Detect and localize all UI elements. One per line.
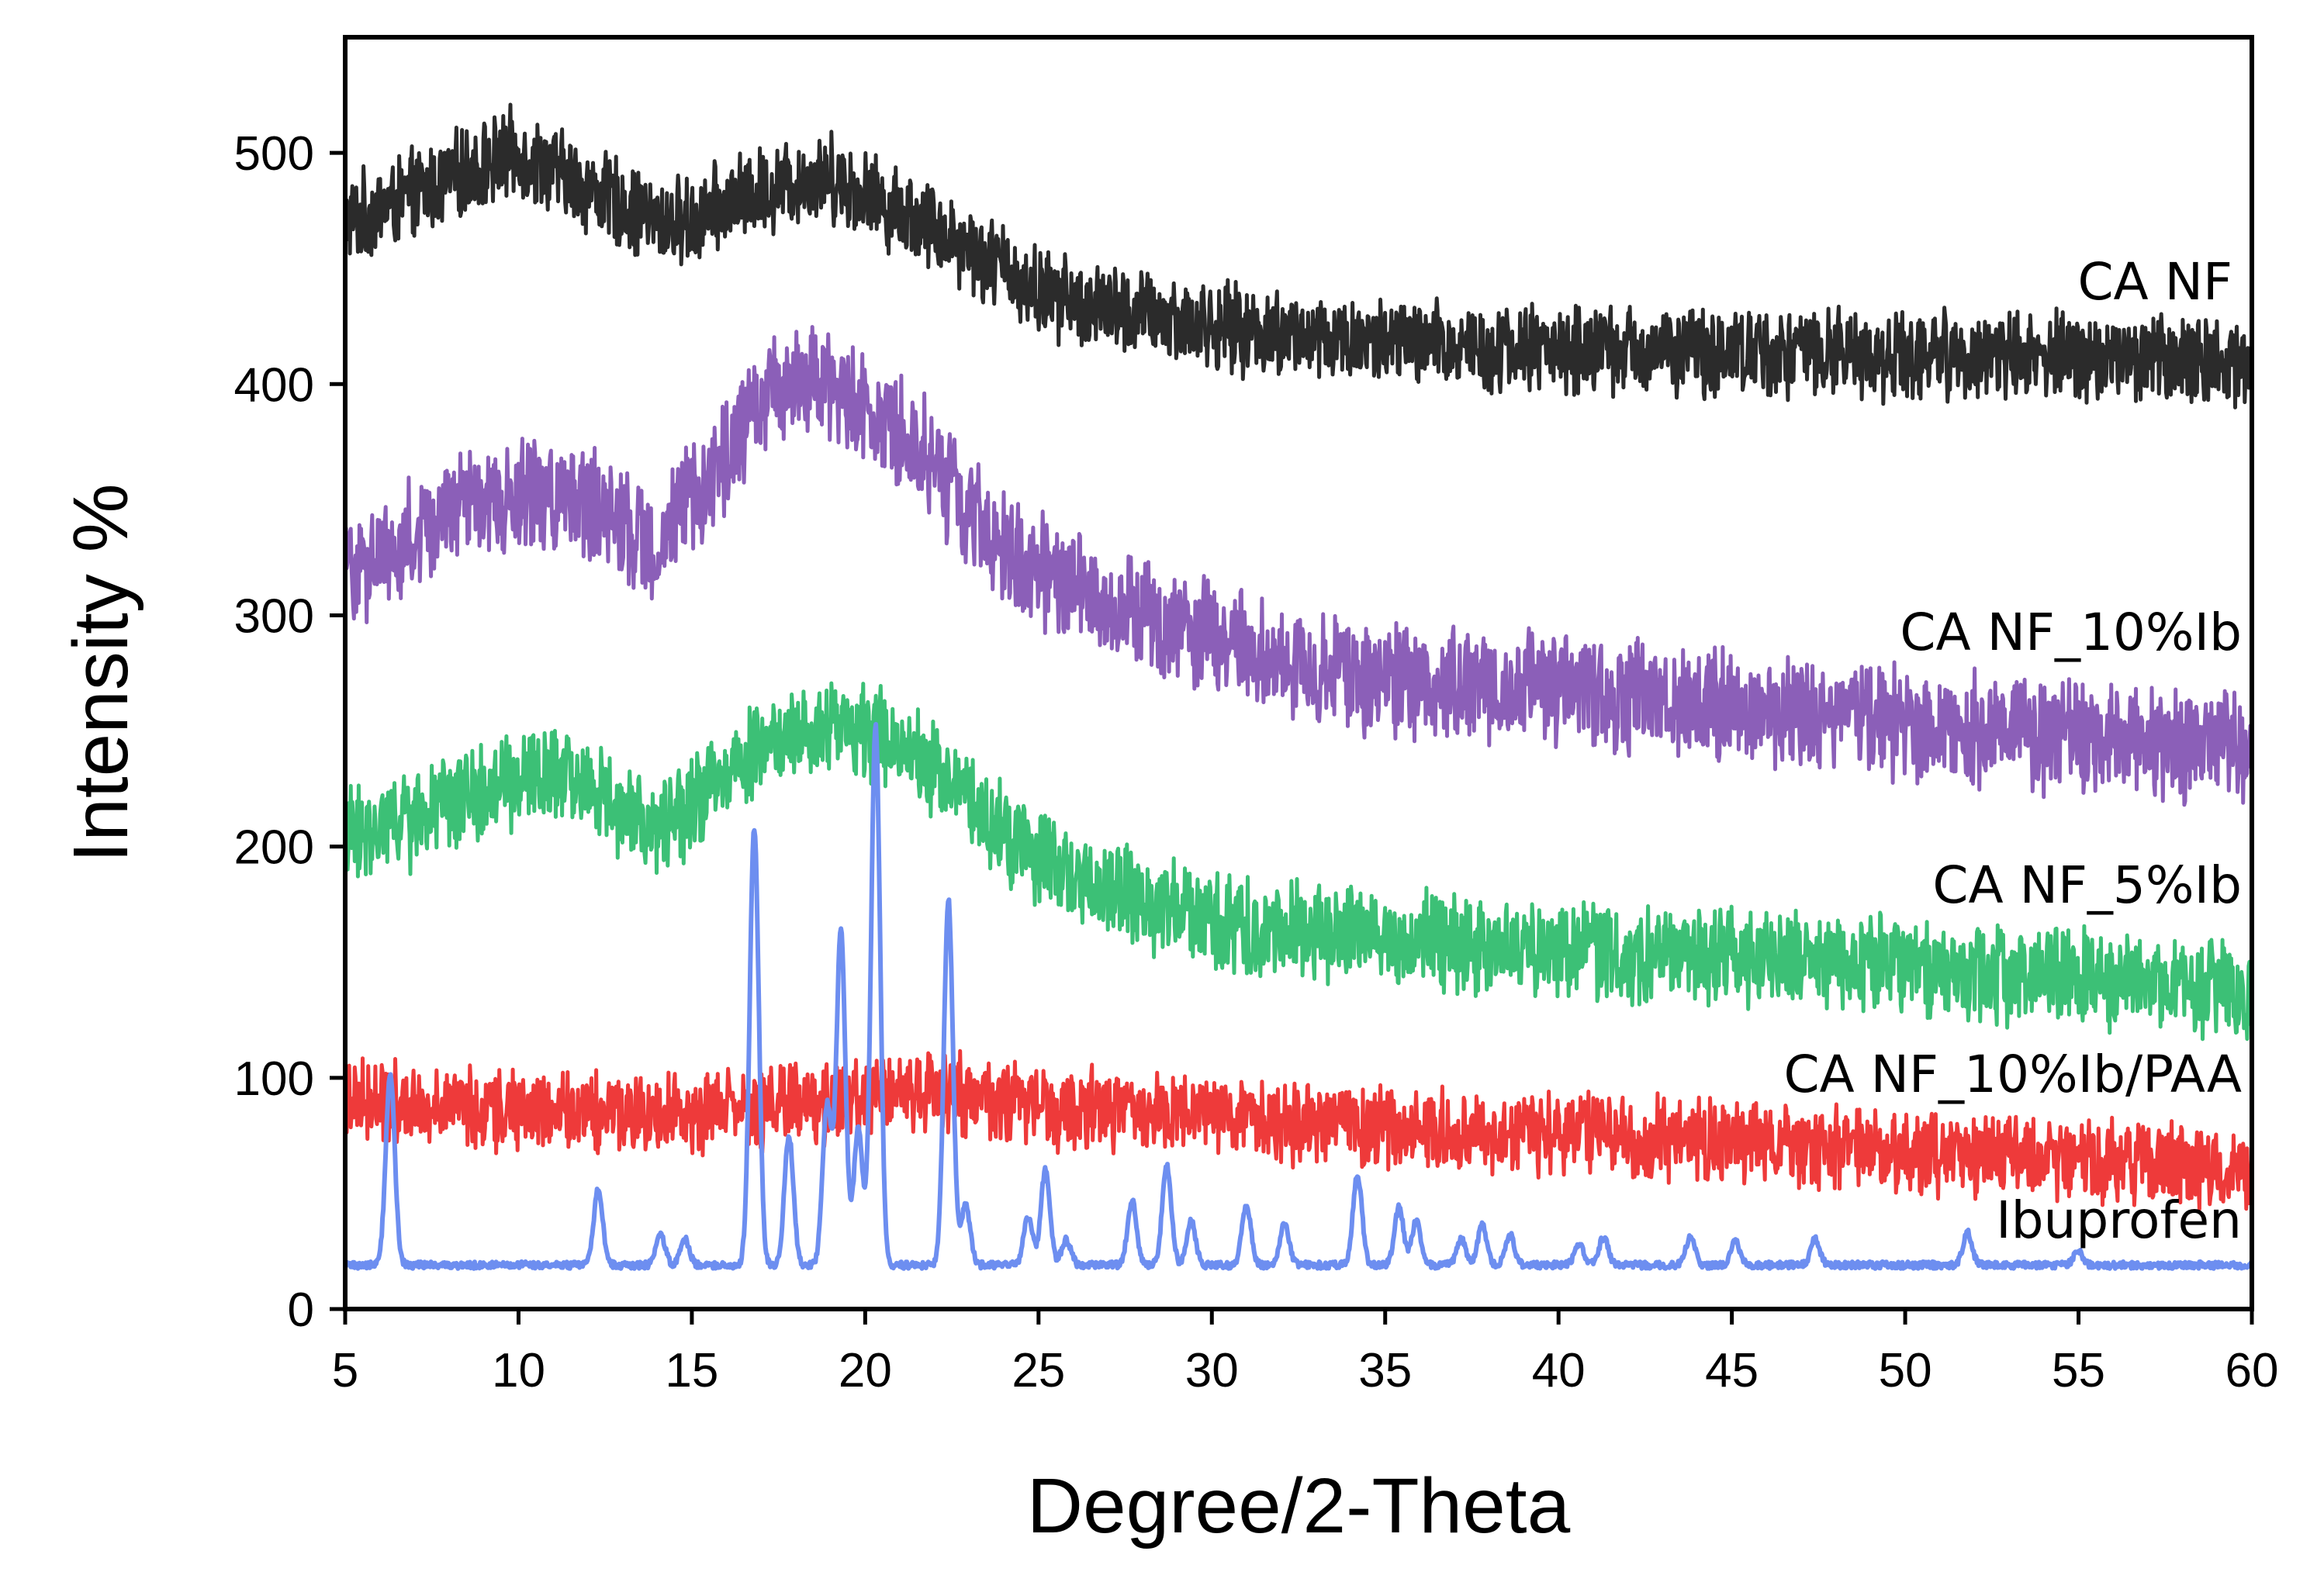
x-tick-label: 35 bbox=[1358, 1344, 1412, 1397]
series-line-ca-nf bbox=[343, 102, 2254, 409]
x-tick-label: 20 bbox=[839, 1344, 892, 1397]
series-line-ca-nf-5-ib bbox=[343, 681, 2254, 1041]
x-tick-label: 50 bbox=[1879, 1344, 1932, 1397]
x-tick-label: 15 bbox=[665, 1344, 718, 1397]
y-tick-label: 0 bbox=[288, 1283, 314, 1337]
x-tick-label: 45 bbox=[1705, 1344, 1759, 1397]
series-label-ca-nf-5ib: CA NF_5%Ib bbox=[1932, 855, 2242, 915]
x-tick-label: 5 bbox=[332, 1344, 358, 1397]
series-label-ca-nf: CA NF bbox=[2077, 252, 2232, 312]
y-axis-title: Intensity % bbox=[57, 483, 144, 862]
x-tick-label: 25 bbox=[1012, 1344, 1065, 1397]
series-line-ibuprofen bbox=[343, 722, 2254, 1271]
x-tick-label: 40 bbox=[1532, 1344, 1586, 1397]
x-tick-label: 60 bbox=[2225, 1344, 2279, 1397]
series-label-ca-nf-10ib: CA NF_10%Ib bbox=[1900, 603, 2242, 662]
x-tick-label: 55 bbox=[2052, 1344, 2105, 1397]
series-line-ca-nf-10-ib bbox=[343, 325, 2254, 807]
x-axis-title: Degree/2-Theta bbox=[1027, 1463, 1571, 1549]
y-tick-label: 200 bbox=[234, 821, 314, 875]
y-tick-label: 400 bbox=[234, 358, 314, 412]
y-tick-label: 100 bbox=[234, 1052, 314, 1106]
y-tick-label: 300 bbox=[234, 589, 314, 643]
series-layer bbox=[343, 102, 2254, 1271]
x-tick-label: 10 bbox=[492, 1344, 545, 1397]
x-tick-label: 30 bbox=[1185, 1344, 1239, 1397]
plot-frame bbox=[343, 35, 2254, 1311]
series-label-ca-nf-10ib-paa: CA NF_10%Ib/PAA bbox=[1783, 1045, 2242, 1104]
y-tick-label: 500 bbox=[234, 127, 314, 181]
series-label-ibuprofen: Ibuprofen bbox=[1996, 1190, 2242, 1250]
ticks-layer: 5 10 15 20 25 30 35 40 45 50 55 60 0 100 200 300 400 500 bbox=[234, 127, 2279, 1397]
series-line-ca-nf-10-ib-paa bbox=[343, 1048, 2254, 1211]
